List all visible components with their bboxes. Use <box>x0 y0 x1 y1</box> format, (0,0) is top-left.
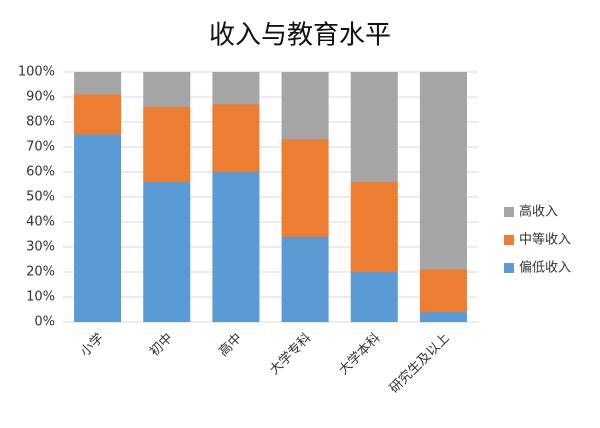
bar <box>350 272 398 322</box>
bar <box>143 107 191 182</box>
bar <box>74 72 122 95</box>
y-tick-label: 0% <box>34 315 55 330</box>
bar <box>212 172 260 322</box>
y-tick-label: 10% <box>26 290 55 305</box>
bar <box>419 269 467 312</box>
legend-label: 偏低收入 <box>519 261 571 276</box>
x-tick-label: 高中 <box>216 330 246 360</box>
y-tick-label: 20% <box>26 265 55 280</box>
bar <box>212 104 260 172</box>
bar <box>281 237 329 322</box>
x-tick-label: 初中 <box>147 331 176 360</box>
bar <box>143 182 191 322</box>
legend-swatch <box>504 235 514 245</box>
legend-swatch <box>504 263 514 273</box>
bar <box>419 312 467 322</box>
y-tick-label: 100% <box>18 65 55 80</box>
y-tick-label: 50% <box>26 190 55 205</box>
x-tick-label: 大学本科 <box>335 330 383 378</box>
bar <box>419 72 467 270</box>
bar <box>74 94 122 135</box>
legend-label: 中等收入 <box>519 232 571 248</box>
bar <box>143 72 191 107</box>
legend-label: 高收入 <box>519 204 558 220</box>
y-tick-label: 70% <box>26 140 55 155</box>
legend-swatch <box>504 207 514 217</box>
x-tick-label: 小学 <box>77 330 107 360</box>
bar <box>350 72 398 182</box>
y-tick-label: 60% <box>26 165 55 180</box>
bar <box>281 72 329 140</box>
x-tick-label: 研究生及以上 <box>387 331 453 397</box>
y-tick-label: 80% <box>26 115 55 130</box>
chart-title: 收入与教育水平 <box>209 21 391 51</box>
x-tick-label: 大学专科 <box>266 330 314 378</box>
y-tick-label: 90% <box>26 90 55 105</box>
bar <box>350 182 398 272</box>
bar <box>74 134 122 322</box>
y-tick-label: 40% <box>26 215 55 230</box>
bar <box>212 72 260 105</box>
y-tick-label: 30% <box>26 240 55 255</box>
bar <box>281 139 329 237</box>
